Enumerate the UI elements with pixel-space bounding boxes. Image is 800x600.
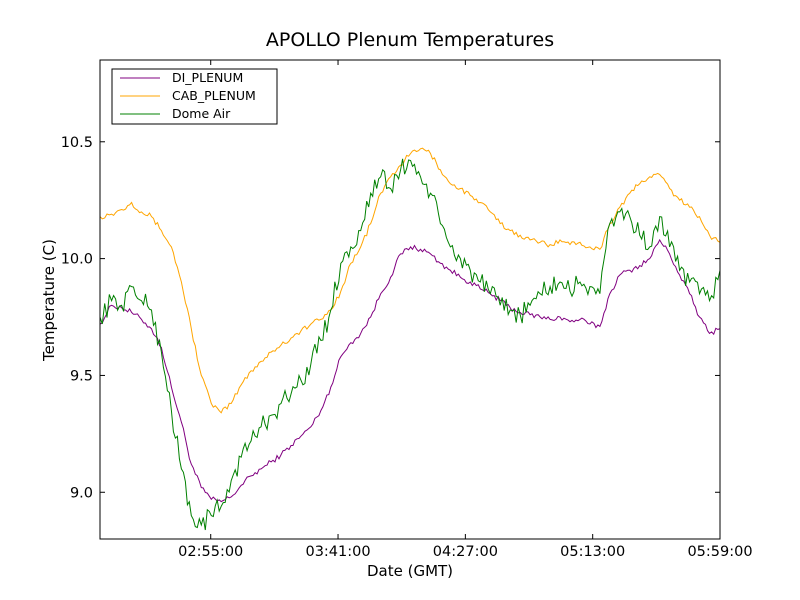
y-tick-label: 9.0: [70, 485, 93, 501]
x-tick-label: 05:13:00: [560, 544, 625, 560]
y-tick-label: 10.0: [61, 252, 93, 268]
ticks-layer: 02:55:00 03:41:00 04:27:00 05:13:00 05:59:00…: [61, 60, 753, 560]
x-tick-label: 05:59:00: [687, 544, 752, 560]
y-tick-label: 10.5: [61, 135, 93, 151]
chart-title: APOLLO Plenum Temperatures: [266, 29, 554, 51]
legend-label: Dome Air: [172, 106, 231, 121]
y-tick-label: 9.5: [70, 368, 93, 384]
plot-area: [100, 60, 720, 539]
series-line-cab-plenum: [99, 147, 721, 414]
legend: DI_PLENUM CAB_PLENUM Dome Air: [111, 68, 278, 125]
series-line-di-plenum: [99, 238, 721, 503]
legend-label: CAB_PLENUM: [172, 88, 256, 103]
series-line-dome-air: [99, 158, 721, 531]
x-tick-label: 02:55:00: [178, 544, 243, 560]
x-tick-label: 04:27:00: [433, 544, 498, 560]
legend-label: DI_PLENUM: [172, 70, 243, 85]
x-axis-label: Date (GMT): [367, 562, 453, 580]
x-tick-label: 03:41:00: [305, 544, 370, 560]
series-layer: [99, 147, 721, 531]
plot-frame: [99, 59, 721, 540]
y-axis-label: Temperature (C): [40, 239, 58, 362]
